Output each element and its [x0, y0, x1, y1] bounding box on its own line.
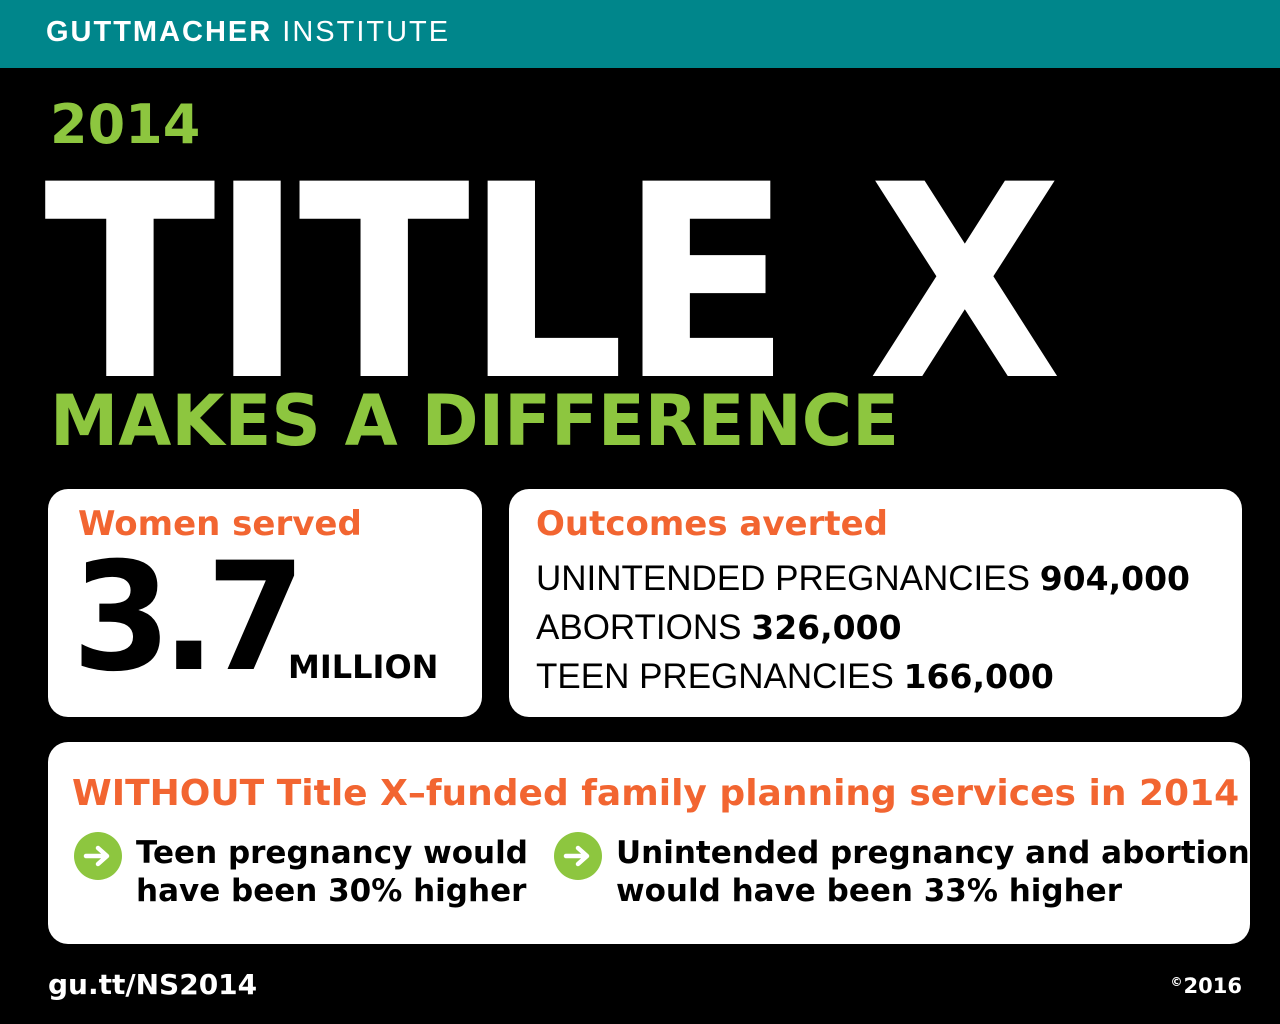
women-served-label: Women served	[78, 504, 362, 544]
without-point-line: Unintended pregnancy and abortion	[616, 835, 1250, 871]
copyright: ©2016	[1171, 974, 1242, 998]
outcome-unintended-pregnancies: UNINTENDED PREGNANCIES 904,000	[536, 561, 1190, 596]
org-name-bold: GUTTMACHER	[46, 16, 273, 48]
outcome-label: TEEN PREGNANCIES	[536, 657, 894, 696]
outcome-abortions: ABORTIONS 326,000	[536, 610, 902, 645]
without-point-text: Teen pregnancy would have been 30% highe…	[136, 834, 528, 910]
org-name-light: INSTITUTE	[282, 16, 451, 48]
outcome-label: UNINTENDED PREGNANCIES	[536, 559, 1030, 598]
copyright-symbol: ©	[1170, 975, 1183, 989]
arrow-right-icon	[554, 832, 602, 880]
outcome-value: 326,000	[751, 608, 902, 647]
arrow-right-icon	[74, 832, 122, 880]
outcomes-averted-label: Outcomes averted	[536, 504, 889, 544]
hero-title: TITLE X	[44, 128, 1062, 440]
without-point-text: Unintended pregnancy and abortion would …	[616, 834, 1250, 910]
without-point-line: have been 30% higher	[136, 873, 527, 909]
outcome-value: 904,000	[1039, 559, 1190, 598]
without-point-line: Teen pregnancy would	[136, 835, 528, 871]
without-title-x-card: WITHOUT Title X–funded family planning s…	[48, 742, 1250, 944]
hero-subtitle: MAKES A DIFFERENCE	[50, 380, 900, 462]
outcome-label: ABORTIONS	[536, 608, 742, 647]
women-served-card: Women served 3.7 MILLION	[48, 489, 482, 717]
copyright-year: 2016	[1183, 974, 1242, 998]
women-served-unit: MILLION	[288, 648, 439, 686]
header-bar: GUTTMACHER INSTITUTE	[0, 0, 1280, 68]
without-heading: WITHOUT Title X–funded family planning s…	[72, 773, 1240, 814]
outcomes-averted-card: Outcomes averted UNINTENDED PREGNANCIES …	[509, 489, 1242, 717]
without-point-line: would have been 33% higher	[616, 873, 1122, 909]
org-name: GUTTMACHER INSTITUTE	[46, 16, 450, 49]
hero-year: 2014	[50, 93, 201, 156]
women-served-number: 3.7	[72, 531, 305, 705]
without-point-unintended: Unintended pregnancy and abortion would …	[554, 832, 1250, 910]
outcome-teen-pregnancies: TEEN PREGNANCIES 166,000	[536, 659, 1054, 694]
outcome-value: 166,000	[903, 657, 1054, 696]
short-link[interactable]: gu.tt/NS2014	[48, 968, 258, 1001]
without-point-teen: Teen pregnancy would have been 30% highe…	[74, 832, 528, 910]
